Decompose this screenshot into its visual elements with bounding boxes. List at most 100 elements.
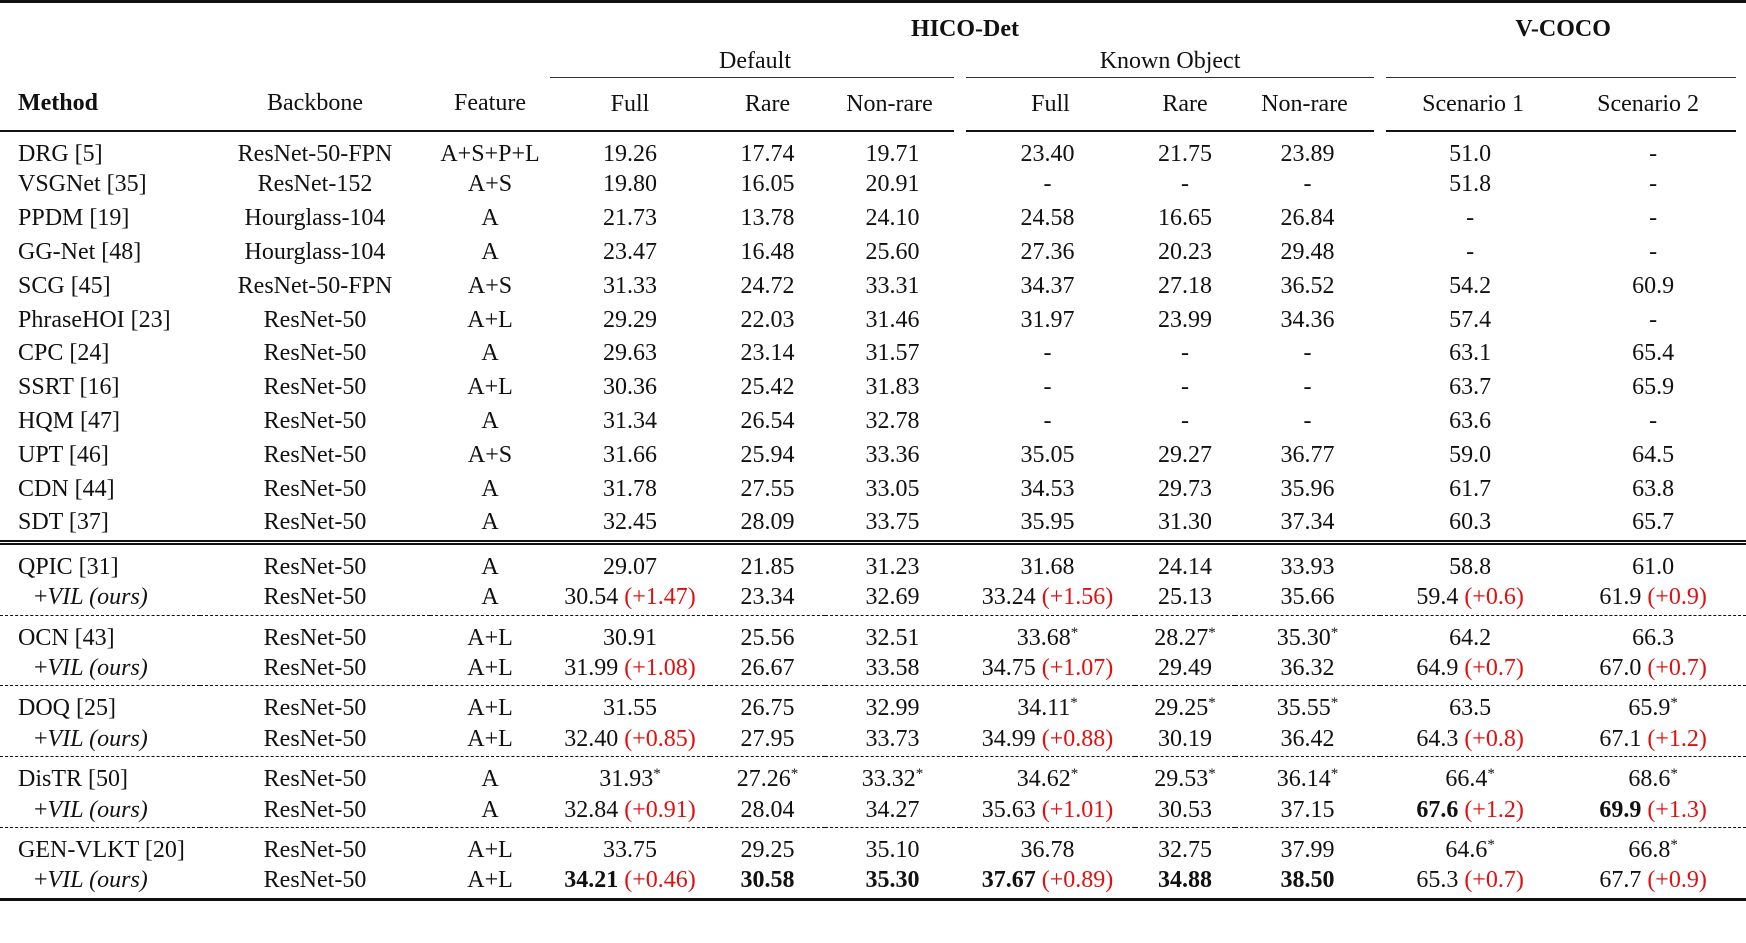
default-rare-cell: 22.03	[710, 303, 825, 337]
known-nonrare-cell: 29.48	[1235, 236, 1380, 270]
value: 32.45	[603, 509, 657, 536]
value: -	[1649, 141, 1658, 167]
value: 31.68	[1020, 553, 1075, 580]
reproduced-marker: *	[790, 766, 799, 783]
scenario2-cell: 61.0	[1560, 539, 1746, 581]
scenario1-cell: 64.3 (+0.8)	[1380, 722, 1560, 756]
backbone-cell: ResNet-50	[200, 756, 430, 794]
value: 67.1	[1599, 725, 1642, 752]
default-full-cell: 30.91	[550, 614, 710, 652]
scenario1-header: Scenario 1	[1374, 77, 1561, 131]
method-cell: +VIL (ours)	[0, 793, 200, 827]
scenario1-cell: 65.3 (+0.7)	[1380, 863, 1561, 901]
default-nonrare-cell: 33.58	[825, 652, 960, 686]
value: 61.9	[1599, 584, 1642, 611]
default-rare-cell: 16.05	[710, 168, 825, 202]
known-full-header: Full	[954, 77, 1135, 131]
default-rare-cell: 25.94	[710, 438, 825, 472]
default-rare-cell: 24.72	[710, 269, 825, 303]
known-rare-cell: 20.23	[1135, 236, 1235, 270]
known-full-cell: -	[960, 168, 1135, 202]
value: 63.8	[1632, 475, 1675, 502]
table-row: PPDM [19] Hourglass-104 A 21.73 13.78 24.10 24…	[0, 202, 1746, 236]
value: 19.71	[865, 141, 920, 167]
method-cell: GEN-VLKT [20]	[0, 826, 200, 864]
value: 24.58	[1020, 205, 1075, 232]
known-full-cell: 34.37	[960, 269, 1135, 303]
value: 32.84	[564, 796, 619, 823]
backbone-cell: ResNet-50	[263, 374, 367, 401]
feature-cell: A	[481, 509, 499, 536]
value: 35.96	[1280, 475, 1335, 502]
value: -	[1649, 205, 1658, 232]
improvement-delta: (+0.8)	[1464, 725, 1524, 752]
scenario2-header: Scenario 2	[1560, 77, 1746, 131]
value: 60.3	[1449, 509, 1492, 536]
default-rare-cell: 27.95	[710, 722, 825, 756]
value: -	[1649, 407, 1658, 434]
table-row: DRG [5] ResNet-50-FPN A+S+P+L 19.26 17.74 19.…	[0, 130, 1746, 168]
scenario1-cell: 66.4*	[1380, 756, 1561, 794]
known-full-cell: 37.67 (+0.89)	[960, 863, 1135, 901]
feature-cell: A+L	[467, 306, 513, 333]
value: 29.53	[1154, 766, 1209, 793]
scenario1-cell: 63.1	[1380, 337, 1560, 371]
feature-cell: A+L	[430, 685, 550, 723]
value: 69.9	[1599, 796, 1642, 823]
default-nonrare-cell: 34.27	[825, 793, 960, 827]
improvement-delta: (+0.9)	[1647, 584, 1707, 611]
value: 29.29	[603, 306, 657, 333]
default-rare-cell: 30.58	[710, 863, 825, 901]
scenario1-cell: 63.7	[1380, 371, 1560, 405]
known-nonrare-cell: 36.32	[1235, 652, 1380, 686]
value: -	[1303, 374, 1312, 401]
method-name: DRG [5]	[18, 141, 103, 167]
backbone-cell: ResNet-50-FPN	[200, 130, 430, 168]
vil-row: +VIL (ours) ResNet-50 A 32.84 (+0.91) 28.04 3…	[0, 793, 1746, 827]
default-nonrare-cell: 19.71	[825, 130, 960, 168]
value: 25.42	[740, 374, 795, 401]
table-row: CDN [44] ResNet-50 A 31.78 27.55 33.05 34.53 29…	[0, 472, 1746, 506]
known-nonrare-cell: 35.66	[1235, 581, 1380, 615]
scenario1-cell: 61.7	[1380, 472, 1560, 506]
scenario2-cell: -	[1560, 236, 1746, 270]
method-cell: +VIL (ours)	[0, 652, 200, 686]
value: 34.36	[1280, 306, 1335, 333]
known-rare-cell: 30.19	[1135, 722, 1235, 756]
scenario1-cell: 51.8	[1380, 168, 1560, 202]
value: 29.48	[1280, 238, 1335, 265]
backbone-cell: ResNet-50	[263, 441, 367, 468]
value: 23.34	[740, 584, 795, 611]
known-nonrare-cell: 34.36	[1235, 303, 1380, 337]
backbone-cell: ResNet-50	[263, 306, 367, 333]
method-cell: GG-Net [48]	[0, 236, 200, 270]
value: -	[1466, 238, 1475, 265]
vil-row: +VIL (ours) ResNet-50 A 30.54 (+1.47) 23.34 3…	[0, 581, 1746, 615]
reproduced-marker: *	[915, 766, 924, 783]
header-row-columns: Method Backbone Feature Full Rare Non-ra…	[0, 77, 1746, 131]
feature-cell: A	[430, 756, 550, 794]
default-full-cell: 31.93*	[550, 756, 710, 794]
value: 35.30	[1276, 624, 1331, 651]
value: 32.99	[865, 695, 920, 722]
baseline-row: GEN-VLKT [20] ResNet-50 A+L 33.75 29.25 35.10…	[0, 826, 1746, 864]
value: 27.55	[740, 475, 795, 502]
backbone-cell: ResNet-50	[200, 539, 430, 581]
default-full-cell: 31.78	[550, 472, 710, 506]
value: 63.7	[1449, 374, 1492, 401]
scenario1-cell: 59.0	[1380, 438, 1560, 472]
feature-cell: A+L	[467, 725, 513, 752]
value: 13.78	[740, 205, 795, 232]
header-row-settings: Default Known Object	[0, 45, 1746, 78]
scenario2-cell: 69.9 (+1.3)	[1560, 793, 1746, 827]
default-full-cell: 32.40 (+0.85)	[550, 722, 710, 756]
default-nonrare-header: Non-rare	[825, 77, 960, 131]
value: 24.72	[740, 272, 795, 299]
scenario1-cell: 63.5	[1380, 685, 1561, 723]
default-nonrare-cell: 32.51	[825, 614, 960, 652]
plus-prefix: +	[34, 584, 48, 611]
method-name: VIL (ours)	[47, 584, 148, 611]
value: 34.27	[865, 796, 920, 823]
value: 21.85	[740, 553, 795, 580]
value: 65.7	[1632, 509, 1675, 536]
